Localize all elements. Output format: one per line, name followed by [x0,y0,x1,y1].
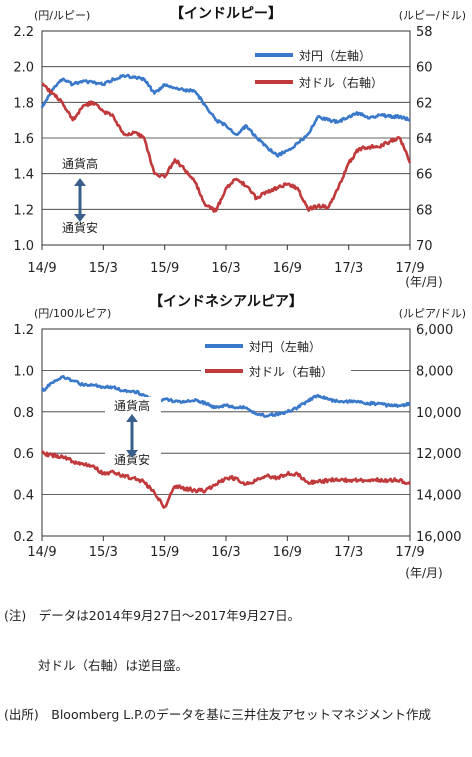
c1-left-tick-label: 2.2 [13,25,34,40]
c2-right-tick-label: 10,000 [416,406,462,421]
c1-right-axis-label: (ルピー/ドル) [399,9,466,22]
c2-annotation-up: 通貨高 [114,398,150,413]
c1-arrow-head-up [74,178,86,186]
c1-right-tick-label: 70 [416,239,433,254]
note-2: 対ドル（右軸）は逆目盛。 [38,657,189,673]
c2-left-tick-label: 0.6 [13,447,34,462]
c2-x-unit-label: (年/月) [405,566,442,580]
c1-x-tick-label: 17/3 [334,261,363,276]
c1-x-unit-label: (年/月) [405,275,442,289]
c2-plot-frame [41,328,411,537]
c2-legend-bg [201,363,351,381]
c2-x-tick-label: 15/3 [89,545,118,560]
c2-annotation-down: 通貨安 [114,452,150,467]
c1-right-tick-label: 66 [416,168,433,183]
c1-annotation-down: 通貨安 [62,220,98,235]
c2-series-line-yen [40,375,411,418]
c2-legend-label: 対ドル（右軸） [249,364,333,379]
c2-left-tick-label: 0.2 [13,530,34,545]
c1-x-tick-label: 15/9 [150,261,179,276]
c1-left-tick-label: 1.2 [13,203,34,218]
c2-x-tick-label: 17/3 [334,545,363,560]
c2-right-tick-label: 6,000 [416,323,453,338]
c2-right-tick-label: 12,000 [416,447,462,462]
c2-annotation-bg [105,397,161,414]
c1-left-tick-label: 1.0 [13,239,34,254]
c2-x-tick-label: 14/9 [27,545,56,560]
c2-left-axis-label: (円/100ルピア) [34,307,111,320]
c1-legend-label: 対ドル（右軸） [299,75,383,90]
c2-x-tick-label: 15/9 [150,545,179,560]
c1-left-tick-label: 1.6 [13,132,34,147]
c1-left-tick-label: 2.0 [13,61,34,76]
c2-arrow-head-down [126,450,138,458]
c1-left-tick-label: 1.4 [13,168,34,183]
figure: 【インドルピー】 (円/ルピー) (ルピー/ドル) 1.0 1.2 1.4 1.6 1.8 2.… [4,6,466,722]
c1-left-axis-label: (円/ルピー) [34,9,90,22]
c1-right-tick-label: 60 [416,61,433,76]
c1-right-tick-label: 64 [416,132,433,147]
c1-annotation-bg [53,219,109,236]
c1-left-tick-label: 1.8 [13,96,34,111]
c2-arrow-head-up [126,414,138,422]
c2-right-tick-label: 8,000 [416,364,453,379]
c1-series-line-yen [40,73,411,158]
note-1: (注) データは2014年9月27日～2017年9月27日。 [4,608,301,623]
c1-legend-bg [251,47,401,65]
c1-annotation-bg [53,155,109,172]
c1-x-tick-label: 17/9 [395,261,424,276]
c1-legend-bg [251,74,401,92]
c1-title: 【インドルピー】 [170,6,282,22]
c2-series-line-usd [40,450,412,509]
c2-left-tick-label: 0.4 [13,489,34,504]
notes: (注) データは2014年9月27日～2017年9月27日。 対ドル（右軸）は逆… [4,575,431,757]
c1-right-tick-label: 68 [416,203,433,218]
c2-x-tick-label: 16/9 [273,545,302,560]
c1-right-tick-label: 62 [416,96,433,111]
c2-right-tick-label: 16,000 [416,530,462,545]
c2-legend-label: 対円（左軸） [249,339,321,354]
c1-series-line-usd [41,82,412,213]
c2-annotation-bg [105,451,161,468]
c1-x-tick-label: 14/9 [27,261,56,276]
note-3: (出所) Bloomberg L.P.のデータを基に三井住友アセットマネジメント… [4,707,431,722]
c2-right-tick-label: 14,000 [416,489,462,504]
c1-x-tick-label: 16/3 [211,261,240,276]
charts-canvas: 【インドルピー】 (円/ルピー) (ルピー/ドル) 1.0 1.2 1.4 1.6 1.8 2.… [13,6,466,580]
c1-arrow-head-down [74,214,86,222]
c1-x-tick-label: 15/3 [89,261,118,276]
c2-legend-bg [201,338,351,356]
c2-right-axis-label: (ルピア/ドル) [399,307,466,320]
c2-left-tick-label: 1.0 [13,364,34,379]
c2-left-tick-label: 0.8 [13,406,34,421]
c1-annotation-up: 通貨高 [62,156,98,171]
c2-x-tick-label: 16/3 [211,545,240,560]
c1-x-tick-label: 16/9 [273,261,302,276]
c2-x-tick-label: 17/9 [395,545,424,560]
c2-left-tick-label: 1.2 [13,323,34,338]
c1-right-tick-label: 58 [416,25,433,40]
c2-title: 【インドネシアルピア】 [149,294,303,310]
c1-legend-label: 対円（左軸） [299,48,371,63]
